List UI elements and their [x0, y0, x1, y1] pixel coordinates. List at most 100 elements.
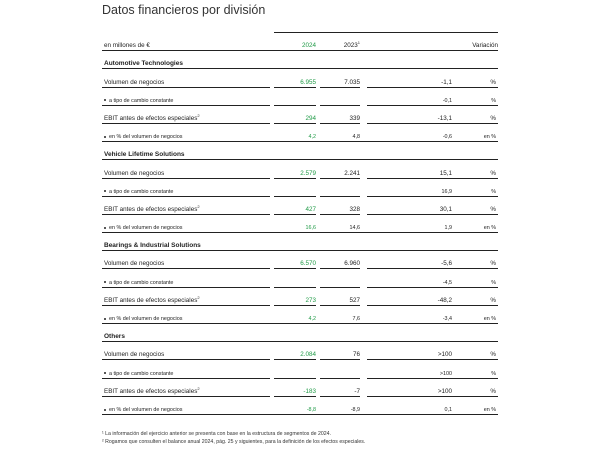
value-2023: 14,6	[349, 225, 361, 232]
value-2023: 4,8	[352, 134, 361, 141]
bullet-icon	[104, 226, 106, 229]
value-change: -0,6	[442, 134, 452, 141]
value-change: -3,4	[442, 316, 452, 322]
header-2023: 20231	[343, 40, 360, 50]
row-label: EBIT antes de efectos especiales2	[104, 385, 200, 395]
value-2024: -8,8	[306, 406, 316, 413]
value-2024: -183	[303, 387, 316, 395]
value-change: >100	[437, 351, 452, 359]
value-2023: 7,6	[352, 316, 361, 322]
table-row: a tipo de cambio constante -0,1%	[102, 88, 498, 106]
bullet-icon	[104, 317, 106, 320]
section-title: Others	[104, 333, 125, 341]
header-unit-label: en millones de €	[104, 42, 150, 50]
value-change: 15,1	[439, 169, 452, 177]
value-unit: %	[490, 351, 496, 359]
table-row: Volumen de negocios 6.955 7.035 -1,1%	[102, 69, 498, 88]
value-unit: %	[490, 205, 496, 213]
table-row: en % del volumen de negocios 16,6 14,6 1,9 e…	[102, 215, 498, 234]
row-label: a tipo de cambio constante	[104, 98, 173, 104]
value-change: -13,1	[437, 114, 452, 122]
value-2023: 527	[349, 296, 360, 304]
bullet-icon	[104, 372, 106, 375]
header-2024: 2024	[301, 42, 316, 50]
value-2024: 6.955	[300, 78, 316, 86]
footnote-1: ¹ La información del ejercicio anterior …	[102, 431, 331, 437]
value-unit: %	[490, 260, 496, 268]
row-label: Volumen de negocios	[104, 169, 165, 177]
value-unit: %	[490, 78, 496, 86]
bullet-icon	[104, 408, 106, 411]
value-2024: 2.579	[300, 169, 316, 177]
row-label: EBIT antes de efectos especiales2	[104, 112, 200, 122]
value-2023: -8,9	[350, 406, 360, 413]
value-change: -48,2	[437, 296, 452, 304]
row-label: en % del volumen de negocios	[104, 407, 182, 413]
row-label: EBIT antes de efectos especiales2	[104, 203, 200, 213]
table-row: en % del volumen de negocios -8,8 -8,9 0,1 e…	[102, 397, 498, 415]
row-label: a tipo de cambio constante	[104, 371, 173, 377]
footnote-2: ² Rogamos que consulten el balance anual…	[102, 439, 366, 445]
value-unit: en %	[483, 225, 496, 232]
value-2023: -7	[354, 387, 360, 395]
row-label: en % del volumen de negocios	[104, 225, 182, 231]
value-2024: 273	[305, 296, 316, 304]
table-row: Volumen de negocios 6.570 6.960 -5,6%	[102, 251, 498, 270]
row-label: a tipo de cambio constante	[104, 189, 173, 195]
table-row: Volumen de negocios 2.579 2.241 15,1%	[102, 160, 498, 179]
value-unit: en %	[483, 406, 496, 413]
bullet-icon	[104, 190, 106, 193]
value-2024: 427	[305, 205, 316, 213]
value-2024: 294	[305, 114, 316, 122]
value-2023: 76	[352, 351, 360, 359]
value-change: 1,9	[444, 225, 453, 232]
value-2024: 2.084	[300, 351, 316, 359]
value-change: >100	[437, 387, 452, 395]
table-row: en % del volumen de negocios 4,2 4,8 -0,6 en…	[102, 124, 498, 143]
value-2024: 16,6	[305, 225, 317, 232]
value-unit: %	[490, 387, 496, 395]
table-row: Volumen de negocios 2.084 76 >100%	[102, 342, 498, 361]
section-header: Vehicle Lifetime Solutions	[102, 142, 498, 161]
value-change: 16,9	[441, 188, 453, 195]
table-row: EBIT antes de efectos especiales2 -183 -7 >…	[102, 379, 498, 397]
value-unit: %	[491, 188, 496, 195]
section-title: Vehicle Lifetime Solutions	[104, 151, 185, 159]
value-unit: en %	[483, 316, 496, 322]
value-change: -1,1	[441, 78, 452, 86]
value-unit: %	[491, 97, 496, 104]
row-label: a tipo de cambio constante	[104, 280, 173, 286]
table-row: en % del volumen de negocios 4,2 7,6 -3,4 en…	[102, 306, 498, 324]
row-label: Volumen de negocios	[104, 78, 165, 86]
value-unit: %	[490, 114, 496, 122]
row-label: EBIT antes de efectos especiales2	[104, 294, 200, 304]
bullet-icon	[104, 135, 106, 138]
table-row: a tipo de cambio constante 16,9%	[102, 179, 498, 197]
row-label: Volumen de negocios	[104, 351, 165, 359]
value-unit: en %	[483, 134, 496, 141]
row-label: en % del volumen de negocios	[104, 134, 182, 140]
value-2023: 339	[349, 114, 360, 122]
value-change: -4,5	[442, 279, 452, 286]
value-change: -5,6	[441, 260, 452, 268]
value-unit: %	[491, 279, 496, 286]
page-title: Datos financieros por división	[102, 3, 266, 17]
bullet-icon	[104, 99, 106, 102]
value-2023: 6.960	[344, 260, 360, 268]
value-change: >100	[439, 370, 452, 377]
table-row: EBIT antes de efectos especiales2 273 527 -…	[102, 288, 498, 306]
table-row: EBIT antes de efectos especiales2 427 328 3…	[102, 197, 498, 215]
section-title: Automotive Technologies	[104, 60, 183, 68]
header-change: Variación	[472, 42, 498, 50]
financial-table: en millones de € 2024 20231 Variación Au…	[102, 33, 498, 415]
value-change: -0,1	[442, 97, 452, 104]
row-label: en % del volumen de negocios	[104, 316, 182, 322]
section-title: Bearings & Industrial Solutions	[104, 242, 201, 250]
section-header: Bearings & Industrial Solutions	[102, 233, 498, 252]
value-2024: 4,2	[308, 134, 317, 141]
value-unit: %	[490, 169, 496, 177]
header-top-rule	[274, 32, 498, 33]
table-row: a tipo de cambio constante -4,5%	[102, 269, 498, 288]
value-unit: %	[490, 296, 496, 304]
table-row: EBIT antes de efectos especiales2 294 339 -…	[102, 106, 498, 124]
